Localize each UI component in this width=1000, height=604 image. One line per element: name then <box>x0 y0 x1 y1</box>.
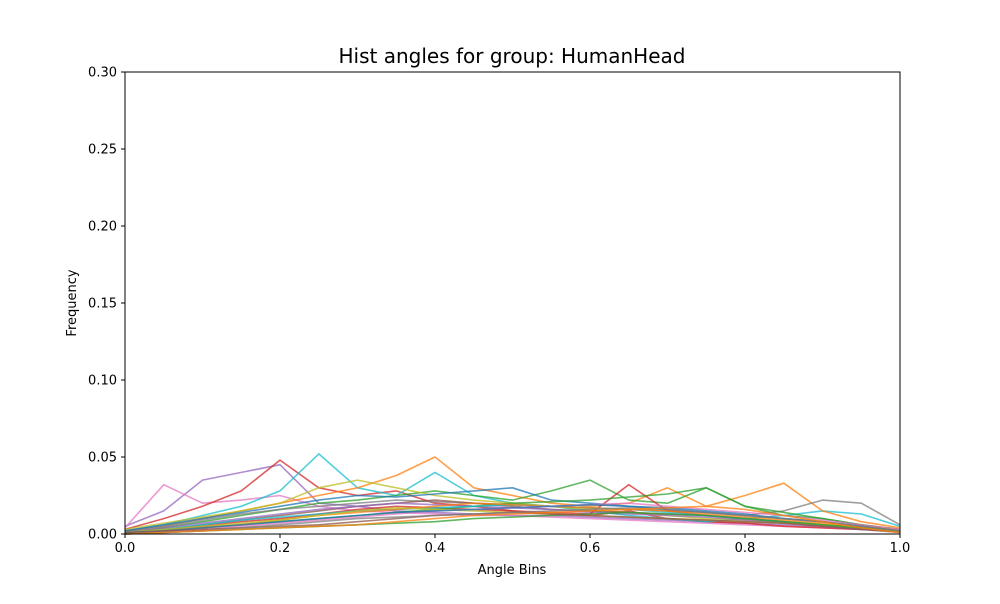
y-tick-label: 0.20 <box>88 220 117 235</box>
chart-title: Hist angles for group: HumanHead <box>339 44 686 68</box>
x-axis-label: Angle Bins <box>478 563 547 578</box>
x-tick-label: 0.0 <box>115 541 136 556</box>
x-tick-label: 0.6 <box>580 541 601 556</box>
y-tick-label: 0.25 <box>88 143 117 158</box>
series-line-22 <box>124 505 901 535</box>
y-tick-label: 0.05 <box>88 451 117 466</box>
y-axis: 0.00 0.05 0.10 0.15 0.20 0.25 0.30 <box>88 66 125 543</box>
y-tick-label: 0.15 <box>88 297 117 312</box>
x-tick-label: 0.4 <box>425 541 446 556</box>
series-line-21 <box>124 506 901 535</box>
y-tick-label: 0.00 <box>88 528 117 543</box>
y-tick-label: 0.30 <box>88 66 117 81</box>
y-axis-label: Frequency <box>65 269 80 336</box>
x-axis: 0.0 0.2 0.4 0.6 0.8 1.0 <box>115 534 911 556</box>
x-tick-label: 0.8 <box>735 541 756 556</box>
y-tick-label: 0.10 <box>88 374 117 389</box>
plot-area <box>124 453 901 535</box>
x-tick-label: 0.2 <box>270 541 291 556</box>
x-tick-label: 1.0 <box>890 541 911 556</box>
